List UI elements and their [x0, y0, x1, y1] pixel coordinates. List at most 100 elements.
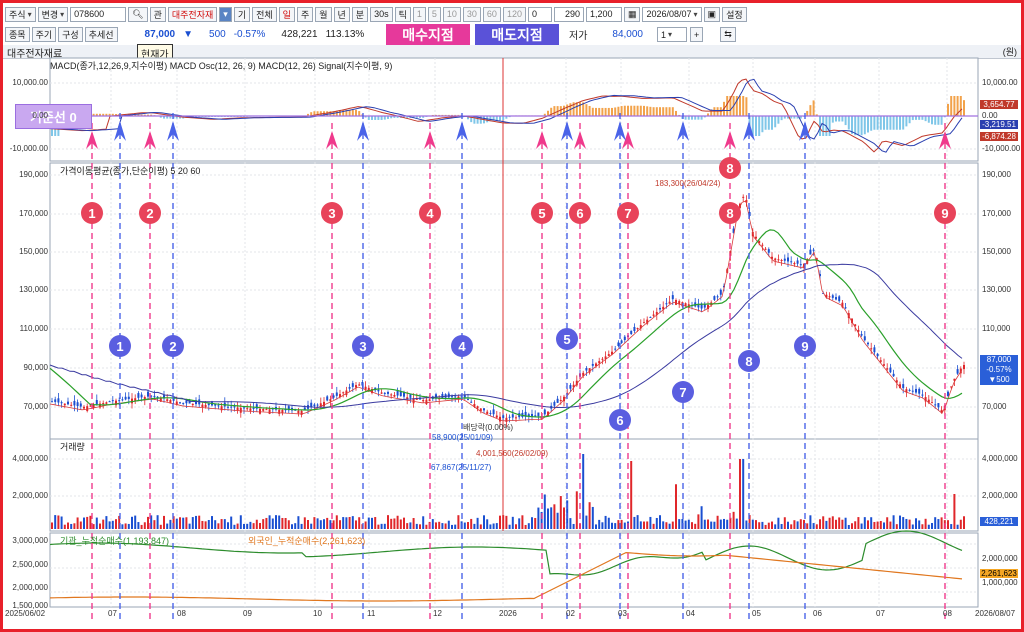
volume-bar — [889, 521, 892, 529]
macd-osc-bar — [105, 113, 108, 116]
tick-120[interactable]: 120 — [502, 6, 526, 22]
candle — [585, 368, 588, 371]
period-day[interactable]: 일 — [278, 6, 295, 22]
tick-30[interactable]: 30 — [462, 6, 481, 22]
candle — [252, 407, 255, 409]
total-input[interactable]: 1,200 — [585, 6, 622, 22]
related-button[interactable]: 관 — [149, 6, 166, 22]
candle — [607, 354, 610, 356]
volume-bar — [591, 506, 594, 529]
volume-bar — [95, 517, 98, 529]
buy-marker-7: 7 — [617, 202, 639, 224]
market-select[interactable]: 주식 — [5, 6, 36, 22]
period-minute[interactable]: 분 — [351, 6, 369, 22]
macd-osc-bar — [793, 116, 796, 119]
candle — [207, 403, 210, 406]
sell-marker-1: 1 — [109, 335, 131, 357]
volume-bar — [271, 518, 274, 529]
x-tick: 2026 — [499, 609, 517, 618]
macd-osc-bar — [489, 116, 492, 122]
buy-arrow-icon — [622, 131, 634, 149]
tick-5[interactable]: 5 — [427, 6, 441, 22]
volume-bar — [419, 524, 421, 529]
period-30s[interactable]: 30s — [370, 6, 393, 22]
volume-bar — [895, 524, 898, 529]
candle — [879, 360, 882, 362]
macd-osc-bar — [671, 107, 674, 116]
candle — [92, 404, 95, 408]
period-month[interactable]: 월 — [315, 6, 332, 22]
plus-icon[interactable]: + — [690, 27, 704, 42]
volume-bar — [188, 523, 191, 529]
all-button[interactable]: 기 — [233, 6, 251, 22]
sell-arrow-icon — [456, 121, 468, 141]
full-button[interactable]: 전체 — [252, 6, 277, 22]
volume-bar — [310, 523, 313, 529]
period-week[interactable]: 주 — [296, 6, 314, 22]
macd-osc-bar — [739, 96, 741, 116]
calendar-icon[interactable]: ▦ — [623, 6, 641, 22]
save-icon[interactable]: ▣ — [703, 6, 721, 22]
volume-bar — [623, 522, 626, 529]
tick-10[interactable]: 10 — [442, 6, 461, 22]
count-input[interactable]: 290 — [553, 6, 584, 22]
macd-osc-bar — [396, 116, 399, 118]
tab-config[interactable]: 구성 — [58, 26, 83, 42]
zero-input[interactable]: 0 — [527, 6, 552, 22]
period-tick[interactable]: 틱 — [394, 6, 411, 22]
volume-bar — [780, 524, 783, 529]
stock-name-field[interactable]: 대주전자재 — [167, 6, 218, 22]
search-icon[interactable]: 🔍︎ — [128, 6, 148, 22]
candle — [742, 196, 745, 198]
volume-bar — [796, 521, 799, 529]
tab-period[interactable]: 주기 — [31, 26, 57, 42]
sell-marker-2: 2 — [162, 335, 184, 357]
macd-osc-bar — [889, 116, 892, 130]
candle — [815, 258, 818, 261]
volume-bar — [863, 517, 866, 529]
candle — [835, 297, 837, 300]
stock-chart[interactable] — [3, 3, 1021, 629]
tab-stock[interactable]: 종목 — [5, 26, 30, 42]
macd-osc-bar — [550, 107, 553, 116]
volume-value: 428,221 — [281, 28, 318, 40]
volume-bar — [463, 522, 466, 529]
tick-60[interactable]: 60 — [482, 6, 501, 22]
refresh-icon[interactable]: ⇆ — [720, 27, 736, 42]
change-select[interactable]: 변경 — [37, 6, 69, 22]
tick-1[interactable]: 1 — [412, 6, 426, 22]
volume-bar — [124, 523, 127, 529]
tab-trendline[interactable]: 추세선 — [84, 26, 118, 42]
candle — [310, 402, 313, 408]
spin-input[interactable]: 1 — [657, 27, 687, 42]
stock-code-input[interactable]: 078600 — [70, 6, 127, 22]
macd-osc-bar — [390, 116, 393, 119]
candle — [889, 367, 892, 373]
period-year[interactable]: 년 — [333, 6, 350, 22]
candle — [166, 399, 169, 401]
chevron-down-icon[interactable]: ▾ — [219, 6, 232, 22]
candle — [239, 407, 242, 413]
candle — [809, 249, 812, 255]
settings-button[interactable]: 설정 — [722, 6, 747, 22]
candle — [646, 319, 649, 324]
candle — [684, 303, 687, 307]
volume-bar — [163, 515, 165, 529]
candle — [79, 403, 82, 407]
candle — [150, 395, 153, 397]
sell-arrow-icon — [743, 121, 755, 141]
volume-bar — [335, 515, 338, 529]
candle — [111, 400, 114, 402]
info-bar: 종목 주기 구성 추세선 87,000 ▼ 500 -0.57% 428,221… — [3, 25, 367, 43]
candle — [867, 342, 869, 345]
volume-bar — [316, 518, 319, 529]
buy-marker-1: 1 — [81, 202, 103, 224]
date-input[interactable]: 2026/08/07 — [642, 6, 702, 22]
volume-bar — [524, 524, 527, 529]
candle — [217, 405, 220, 407]
y-tick: 10,000.00 — [982, 78, 1018, 87]
macd-osc-bar — [476, 116, 479, 124]
macd-osc-bar — [809, 105, 812, 116]
volume-bar — [118, 515, 121, 529]
x-tick: 12 — [433, 609, 442, 618]
